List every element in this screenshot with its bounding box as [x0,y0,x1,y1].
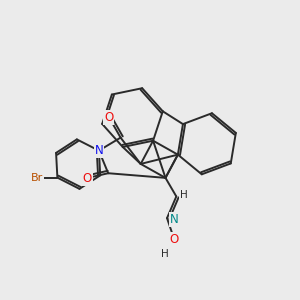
Text: H: H [161,249,169,259]
Text: Br: Br [31,172,44,183]
Text: O: O [104,111,113,124]
Text: H: H [180,190,188,200]
Text: N: N [169,213,178,226]
Text: O: O [83,172,92,185]
Text: O: O [169,233,179,246]
Text: N: N [94,144,103,157]
